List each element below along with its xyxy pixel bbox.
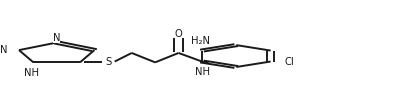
Text: N: N — [0, 45, 7, 55]
Text: Cl: Cl — [285, 56, 295, 67]
Text: O: O — [174, 29, 182, 39]
Text: NH: NH — [195, 67, 210, 77]
Text: N: N — [53, 33, 61, 43]
Text: NH: NH — [24, 68, 39, 78]
Text: S: S — [105, 57, 112, 67]
Text: H₂N: H₂N — [191, 36, 209, 46]
